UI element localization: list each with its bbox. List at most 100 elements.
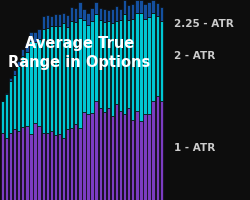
Bar xyxy=(17,66,20,131)
Bar xyxy=(86,114,90,200)
Bar xyxy=(143,114,147,200)
Bar xyxy=(90,113,94,200)
Bar xyxy=(94,2,98,14)
Bar xyxy=(160,7,163,21)
Bar xyxy=(156,3,159,16)
Bar xyxy=(38,29,41,39)
Bar xyxy=(42,29,45,133)
Bar xyxy=(119,9,122,20)
Bar xyxy=(82,112,86,200)
Bar xyxy=(127,20,130,108)
Bar xyxy=(98,8,102,20)
Bar xyxy=(148,17,151,114)
Bar xyxy=(156,96,159,200)
Bar xyxy=(107,21,110,108)
Bar xyxy=(25,52,28,126)
Bar xyxy=(70,7,73,21)
Bar xyxy=(107,108,110,200)
Bar xyxy=(148,2,151,17)
Bar xyxy=(131,4,134,19)
Bar xyxy=(66,27,69,129)
Bar xyxy=(25,43,28,52)
Bar xyxy=(66,15,69,27)
Text: 1 - ATR: 1 - ATR xyxy=(174,143,215,153)
Bar xyxy=(13,75,16,129)
Bar xyxy=(46,15,49,28)
Text: 2.25 - ATR: 2.25 - ATR xyxy=(174,19,234,29)
Bar xyxy=(25,126,28,200)
Bar xyxy=(9,78,12,81)
Bar xyxy=(21,127,24,200)
Bar xyxy=(54,14,57,26)
Bar xyxy=(78,128,82,200)
Bar xyxy=(148,114,151,200)
Bar xyxy=(152,0,155,13)
Bar xyxy=(115,21,118,104)
Bar xyxy=(58,134,61,200)
Bar xyxy=(17,61,20,66)
Bar xyxy=(131,120,134,200)
Bar xyxy=(160,21,163,101)
Bar xyxy=(143,4,147,19)
Bar xyxy=(135,0,138,13)
Bar xyxy=(62,23,65,138)
Bar xyxy=(102,22,106,112)
Bar xyxy=(46,133,49,200)
Bar xyxy=(38,126,41,200)
Bar xyxy=(135,13,138,111)
Bar xyxy=(5,93,8,94)
Bar xyxy=(111,23,114,116)
Bar xyxy=(46,28,49,133)
Bar xyxy=(127,108,130,200)
Bar xyxy=(98,108,102,200)
Bar xyxy=(74,8,78,22)
Bar xyxy=(143,19,147,114)
Bar xyxy=(17,131,20,200)
Bar xyxy=(42,133,45,200)
Bar xyxy=(70,21,73,128)
Bar xyxy=(38,39,41,126)
Bar xyxy=(62,138,65,200)
Bar xyxy=(119,111,122,200)
Bar xyxy=(62,13,65,23)
Bar xyxy=(86,25,90,114)
Bar xyxy=(5,138,8,200)
Bar xyxy=(33,32,37,42)
Bar xyxy=(131,19,134,120)
Bar xyxy=(123,14,126,114)
Bar xyxy=(29,134,33,200)
Bar xyxy=(111,9,114,23)
Bar xyxy=(98,20,102,108)
Bar xyxy=(119,20,122,111)
Bar xyxy=(33,42,37,123)
Bar xyxy=(54,26,57,135)
Bar xyxy=(82,20,86,112)
Bar xyxy=(54,135,57,200)
Bar xyxy=(50,26,53,131)
Bar xyxy=(9,133,12,200)
Bar xyxy=(33,123,37,200)
Bar xyxy=(139,121,142,200)
Bar xyxy=(102,9,106,22)
Bar xyxy=(90,21,94,113)
Bar xyxy=(29,41,33,134)
Bar xyxy=(5,94,8,138)
Bar xyxy=(86,13,90,25)
Bar xyxy=(1,133,4,200)
Bar xyxy=(115,6,118,21)
Bar xyxy=(1,101,4,133)
Bar xyxy=(78,2,82,18)
Bar xyxy=(42,16,45,29)
Bar xyxy=(50,131,53,200)
Bar xyxy=(21,56,24,127)
Text: 2 - ATR: 2 - ATR xyxy=(174,51,215,61)
Bar xyxy=(29,32,33,41)
Bar xyxy=(74,22,78,124)
Bar xyxy=(107,10,110,21)
Bar xyxy=(66,129,69,200)
Bar xyxy=(127,5,130,20)
Bar xyxy=(74,124,78,200)
Bar xyxy=(90,8,94,21)
Bar xyxy=(78,18,82,128)
Bar xyxy=(139,0,142,13)
